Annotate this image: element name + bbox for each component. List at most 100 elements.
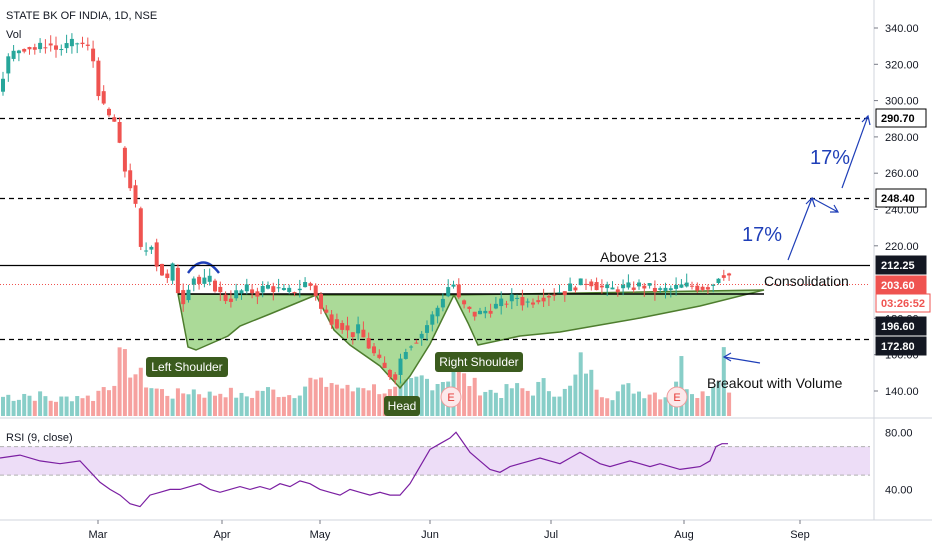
candle-body <box>700 286 705 290</box>
volume-bar <box>684 389 689 416</box>
volume-bar <box>435 384 440 416</box>
time-tick-label: Apr <box>213 529 230 541</box>
candle-body <box>250 289 255 294</box>
rsi-tick-label: 40.00 <box>885 484 913 496</box>
price-tick-label: 340.00 <box>885 23 919 35</box>
breakout-label: Breakout with Volume <box>707 375 843 391</box>
candle-body <box>292 292 297 294</box>
volume-bar <box>419 375 424 416</box>
candle-body <box>663 287 668 292</box>
volume-bar <box>234 397 239 416</box>
volume-bar <box>499 398 504 416</box>
candle-body <box>568 283 573 292</box>
volume-bar <box>721 347 726 416</box>
candle-body <box>202 277 207 284</box>
volume-bar <box>276 397 281 416</box>
volume-bar <box>568 385 573 416</box>
volume-bar <box>292 398 297 416</box>
volume-bar <box>287 395 292 416</box>
volume-bar <box>170 398 175 416</box>
candle-body <box>382 362 387 369</box>
price-tick-label: 320.00 <box>885 59 919 71</box>
candle-body <box>440 298 445 308</box>
volume-bar <box>605 398 610 416</box>
volume-bar <box>80 398 85 416</box>
candle-body <box>175 267 180 294</box>
candle-body <box>48 43 53 46</box>
volume-bar <box>255 390 260 416</box>
price-tick-label: 260.00 <box>885 168 919 180</box>
candle-body <box>446 287 451 297</box>
candle-body <box>107 108 111 116</box>
price-badge-box <box>875 108 927 128</box>
volume-bar <box>197 394 202 416</box>
candle-body <box>536 300 541 303</box>
candle-body <box>75 43 80 45</box>
candle-body <box>387 369 392 378</box>
candle-body <box>234 290 239 299</box>
volume-bar <box>504 384 509 416</box>
volume-bar <box>679 356 684 416</box>
candle-body <box>32 47 37 50</box>
volume-bar <box>101 387 106 416</box>
candle-body <box>573 287 578 291</box>
volume-bar <box>430 390 435 416</box>
time-tick-label: Jun <box>421 529 439 541</box>
volume-bar <box>117 347 122 416</box>
volume-bar <box>642 398 647 416</box>
candle-body <box>541 297 546 302</box>
volume-bar <box>356 387 361 416</box>
candle-body <box>85 44 90 46</box>
candle-body <box>11 50 16 59</box>
candle-body <box>91 48 96 62</box>
candle-body <box>276 287 281 289</box>
candle-body <box>658 288 663 290</box>
candle-body <box>223 294 228 302</box>
volume-bar <box>727 392 732 416</box>
candle-body <box>271 286 276 293</box>
time-tick-label: Jul <box>544 529 558 541</box>
candle-body <box>281 288 286 291</box>
volume-bar <box>700 391 705 416</box>
volume-bar <box>6 394 11 416</box>
candle-body <box>377 354 382 358</box>
volume-bar <box>589 369 594 416</box>
volume-bar <box>329 383 334 416</box>
price-badge-box <box>875 255 927 275</box>
candle-body <box>403 352 408 359</box>
candle-body <box>499 298 504 307</box>
candle-body <box>356 324 361 334</box>
chart-title: STATE BK OF INDIA, 1D, NSE <box>6 10 158 22</box>
candle-body <box>228 298 233 302</box>
candle-body <box>43 47 48 49</box>
volume-bar <box>54 401 58 416</box>
volume-bar <box>615 391 620 416</box>
left-shoulder-shape <box>177 293 317 351</box>
candle-body <box>133 185 138 204</box>
volume-bar <box>366 390 371 416</box>
time-tick-label: Sep <box>790 529 810 541</box>
candle-body <box>631 287 636 290</box>
volume-bar <box>637 391 641 416</box>
candle-body <box>64 43 69 49</box>
volume-bar <box>160 389 164 416</box>
volume-bar <box>350 391 355 416</box>
candle-body <box>610 287 615 290</box>
volume-bar <box>372 384 376 416</box>
candle-body <box>430 314 435 325</box>
candle-body <box>22 48 27 52</box>
candle-body <box>679 284 684 288</box>
candle-body <box>128 170 133 189</box>
candle-body <box>705 287 710 290</box>
candle-body <box>54 45 58 50</box>
candle-body <box>255 291 260 297</box>
candle-body <box>721 275 726 278</box>
volume-bar <box>213 395 217 416</box>
volume-bar <box>462 373 467 416</box>
price-badge-box <box>875 336 927 356</box>
volume-bar <box>297 395 302 416</box>
earnings-marker <box>440 386 462 408</box>
volume-bar <box>112 385 117 416</box>
volume-bar <box>536 381 541 416</box>
